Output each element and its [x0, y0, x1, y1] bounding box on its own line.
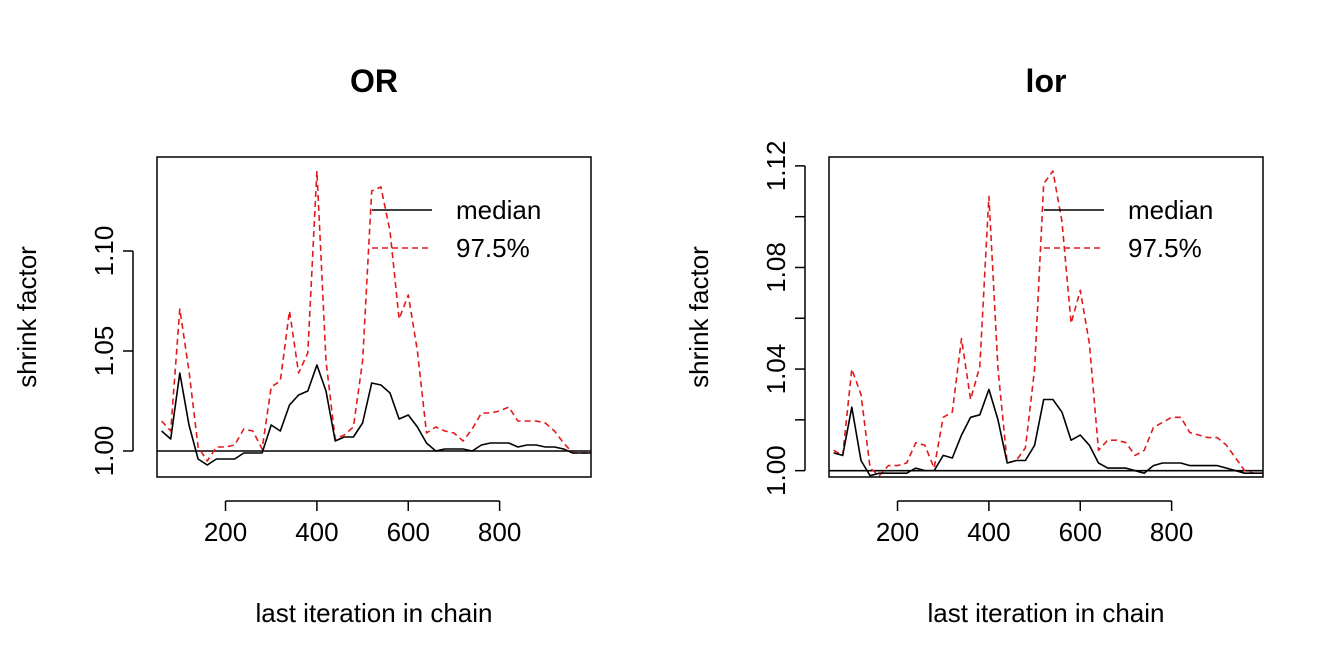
- y-tick-label: 1.05: [89, 326, 119, 377]
- chart-title: lor: [1026, 63, 1067, 99]
- x-tick-label: 800: [478, 517, 521, 547]
- y-tick-label: 1.00: [89, 426, 119, 477]
- legend-97-5-label: 97.5%: [1128, 233, 1202, 263]
- legend-97-5-label: 97.5%: [456, 233, 530, 263]
- series-97-5-line: [833, 170, 1263, 477]
- x-axis-label: last iteration in chain: [927, 598, 1164, 628]
- legend-median-label: median: [1128, 195, 1213, 225]
- panel-lor: lor 200 400 600 800 1.00 1.04 1.08 1.12 last iter…: [684, 63, 1264, 628]
- legend-median-label: median: [456, 195, 541, 225]
- series-median-line: [833, 388, 1263, 477]
- x-tick-label: 800: [1150, 517, 1193, 547]
- y-tick-label: 1.12: [761, 141, 791, 192]
- y-axis-label: shrink factor: [684, 246, 714, 388]
- y-tick-label: 1.00: [761, 445, 791, 496]
- x-tick-label: 200: [204, 517, 247, 547]
- x-tick-label: 400: [967, 517, 1010, 547]
- series-median-line: [161, 364, 591, 466]
- x-tick-label: 200: [876, 517, 919, 547]
- y-tick-label: 1.04: [761, 344, 791, 395]
- plot-frame: [156, 156, 592, 478]
- chart-title: OR: [350, 63, 398, 99]
- y-tick-label: 1.10: [89, 226, 119, 277]
- x-tick-label: 400: [295, 517, 338, 547]
- y-tick-label: 1.08: [761, 242, 791, 293]
- panel-or: OR 200 400 600 800 1.00 1.05 1.10 last iteration…: [12, 63, 592, 628]
- x-tick-label: 600: [1059, 517, 1102, 547]
- y-axis-label: shrink factor: [12, 246, 42, 388]
- series-97-5-line: [161, 170, 591, 462]
- x-tick-label: 600: [387, 517, 430, 547]
- x-axis-label: last iteration in chain: [255, 598, 492, 628]
- plot-frame: [828, 156, 1264, 478]
